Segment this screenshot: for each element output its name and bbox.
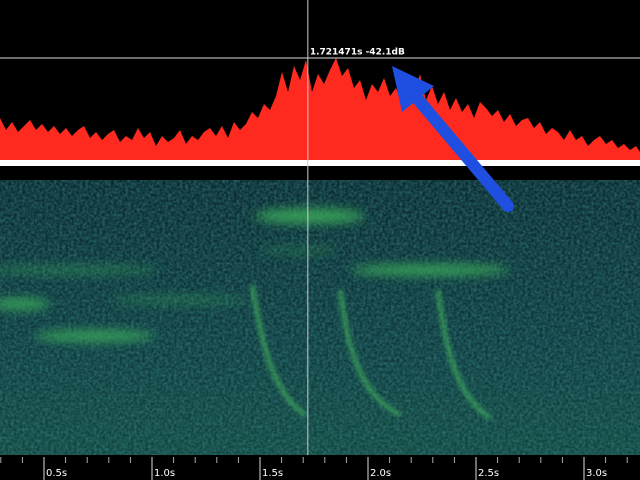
spectrogram [0, 180, 640, 455]
waveform-baseline [0, 160, 640, 166]
tick-label: 0.5s [46, 468, 67, 479]
tick-label: 1.5s [262, 468, 283, 479]
tick-label: 2.0s [370, 468, 391, 479]
time-axis: 0.5s 1.0s 1.5s 2.0s 2.5s 3.0s [0, 455, 640, 480]
annotation-arrow [392, 66, 514, 212]
tick-label: 3.0s [586, 468, 607, 479]
tick-label: 2.5s [478, 468, 499, 479]
level-waveform [0, 58, 640, 160]
cursor-readout: 1.721471s -42.1dB [310, 48, 405, 58]
tick-label: 1.0s [154, 468, 175, 479]
